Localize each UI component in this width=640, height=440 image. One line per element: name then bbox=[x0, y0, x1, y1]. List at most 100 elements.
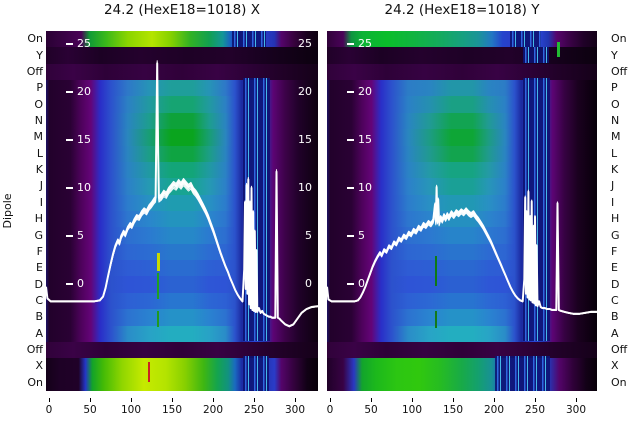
glitch-stripes-2 bbox=[243, 356, 269, 391]
x-tick-150 bbox=[453, 398, 454, 402]
row-label-n-5: N bbox=[611, 114, 620, 127]
x-tick-150 bbox=[172, 398, 173, 402]
row-label-g-12: G bbox=[611, 228, 620, 242]
row-label-o-4: O bbox=[611, 97, 620, 111]
ytick-label-right-15: 15 bbox=[298, 133, 312, 146]
row-label-l-7: L bbox=[611, 146, 618, 160]
x-tick-label-100: 100 bbox=[120, 404, 142, 416]
ytick-label-10: 10 bbox=[77, 181, 91, 194]
ytick-dash-20 bbox=[347, 91, 354, 93]
x-tick-label-200: 200 bbox=[483, 404, 505, 416]
ytick-label-right-25: 25 bbox=[298, 37, 312, 50]
x-tick-200 bbox=[494, 398, 495, 402]
ytick-dash-5 bbox=[66, 235, 73, 237]
glitch-stripes-0 bbox=[232, 31, 266, 47]
row-label-l-7: L bbox=[36, 146, 43, 160]
x-tick-250 bbox=[535, 398, 536, 402]
x-tick-label-300: 300 bbox=[565, 404, 587, 416]
x-tick-100 bbox=[131, 398, 132, 402]
heatmap-row-y-1 bbox=[46, 47, 318, 65]
heatmap-row-off-2 bbox=[46, 63, 318, 81]
row-label-e-14: E bbox=[611, 261, 618, 275]
row-labels-right: On Y Off P O N M L K J I H G F E D C B A Off X On bbox=[611, 0, 640, 440]
row-label-p-3: P bbox=[611, 81, 618, 95]
ytick-label-0: 0 bbox=[358, 277, 365, 290]
panel-left-title: 24.2 (HexE18=1018) X bbox=[103, 2, 260, 18]
ytick-dash-0 bbox=[347, 283, 354, 285]
row-label-h-11: H bbox=[611, 212, 620, 226]
marker-tick-2 bbox=[157, 273, 159, 299]
row-label-y-1: Y bbox=[611, 48, 618, 62]
row-label-o-4: O bbox=[34, 97, 43, 111]
ytick-dash-10 bbox=[347, 187, 354, 189]
x-tick-label-200: 200 bbox=[202, 404, 224, 416]
row-label-n-5: N bbox=[34, 114, 43, 127]
row-label-on-21: On bbox=[27, 375, 43, 389]
ytick-label-20: 20 bbox=[358, 85, 372, 98]
ytick-dash-15 bbox=[66, 139, 73, 141]
row-label-g-12: G bbox=[34, 228, 43, 242]
row-label-x-20: X bbox=[611, 359, 619, 373]
x-axis-left: 0 50 100 150 200 250 300 bbox=[46, 398, 318, 426]
x-tick-200 bbox=[213, 398, 214, 402]
x-tick-label-250: 250 bbox=[524, 404, 546, 416]
ytick-dash-25 bbox=[66, 43, 73, 45]
ytick-label-15: 15 bbox=[358, 133, 372, 146]
row-label-b-17: B bbox=[35, 310, 43, 324]
ytick-label-right-10: 10 bbox=[298, 181, 312, 194]
row-label-i-10: I bbox=[611, 195, 615, 209]
ytick-label-right-5: 5 bbox=[305, 229, 312, 242]
heatmap-row-off-19 bbox=[46, 341, 318, 359]
row-label-d-15: D bbox=[34, 277, 43, 291]
ytick-label-20: 20 bbox=[77, 85, 91, 98]
row-label-m-6: M bbox=[611, 130, 621, 144]
glitch-stripes-1 bbox=[523, 47, 549, 63]
glitch-stripes-0 bbox=[510, 31, 541, 47]
x-tick-label-0: 0 bbox=[326, 404, 334, 416]
marker-tick-0 bbox=[435, 256, 437, 286]
marker-tick-1 bbox=[157, 253, 160, 271]
x-tick-label-100: 100 bbox=[401, 404, 423, 416]
row-label-j-9: J bbox=[611, 179, 615, 193]
row-label-b-17: B bbox=[611, 310, 619, 324]
ytick-dash-10 bbox=[66, 187, 73, 189]
x-tick-label-0: 0 bbox=[45, 404, 53, 416]
heatmap-panel-x: 25 25 20 20 15 15 10 10 5 5 0 0 bbox=[46, 31, 318, 391]
row-label-a-18: A bbox=[611, 326, 619, 340]
ytick-label-5: 5 bbox=[358, 229, 365, 242]
row-labels-left: On Y Off P O N M L K J I H G F E D C B A Off X On bbox=[1, 0, 43, 440]
ytick-dash-0 bbox=[66, 283, 73, 285]
x-axis-right: 0 50 100 150 200 250 300 bbox=[327, 398, 597, 426]
overlay-trace-x bbox=[46, 60, 318, 328]
x-tick-label-150: 150 bbox=[442, 404, 464, 416]
heatmap-row-off-2 bbox=[327, 63, 597, 81]
row-label-y-1: Y bbox=[36, 48, 43, 62]
row-label-on-0: On bbox=[27, 32, 43, 46]
marker-tick-3 bbox=[157, 311, 159, 327]
ytick-label-5: 5 bbox=[77, 229, 84, 242]
heatmap-panel-y: 25 20 15 10 5 0 bbox=[327, 31, 597, 391]
trace-line bbox=[327, 187, 597, 315]
heatmap-row-off-19 bbox=[327, 341, 597, 359]
row-label-off-19: Off bbox=[26, 343, 43, 357]
x-tick-label-300: 300 bbox=[284, 404, 306, 416]
row-label-k-8: K bbox=[611, 163, 619, 177]
row-label-k-8: K bbox=[35, 163, 43, 177]
x-tick-50 bbox=[90, 398, 91, 402]
x-tick-label-50: 50 bbox=[83, 404, 97, 416]
ytick-label-right-0: 0 bbox=[305, 277, 312, 290]
row-label-off-2: Off bbox=[611, 64, 628, 78]
panel-right-title: 24.2 (HexE18=1018) Y bbox=[384, 2, 540, 18]
ytick-label-25: 25 bbox=[358, 37, 372, 50]
row-label-j-9: J bbox=[39, 179, 43, 193]
ytick-label-right-20: 20 bbox=[298, 85, 312, 98]
x-tick-300 bbox=[295, 398, 296, 402]
x-tick-label-250: 250 bbox=[243, 404, 265, 416]
row-label-on-0: On bbox=[611, 32, 627, 46]
row-label-m-6: M bbox=[33, 130, 44, 144]
glitch-stripes-3 bbox=[495, 356, 550, 391]
x-tick-0 bbox=[49, 398, 50, 402]
row-label-f-13: F bbox=[36, 244, 43, 258]
row-label-i-10: I bbox=[39, 195, 43, 209]
